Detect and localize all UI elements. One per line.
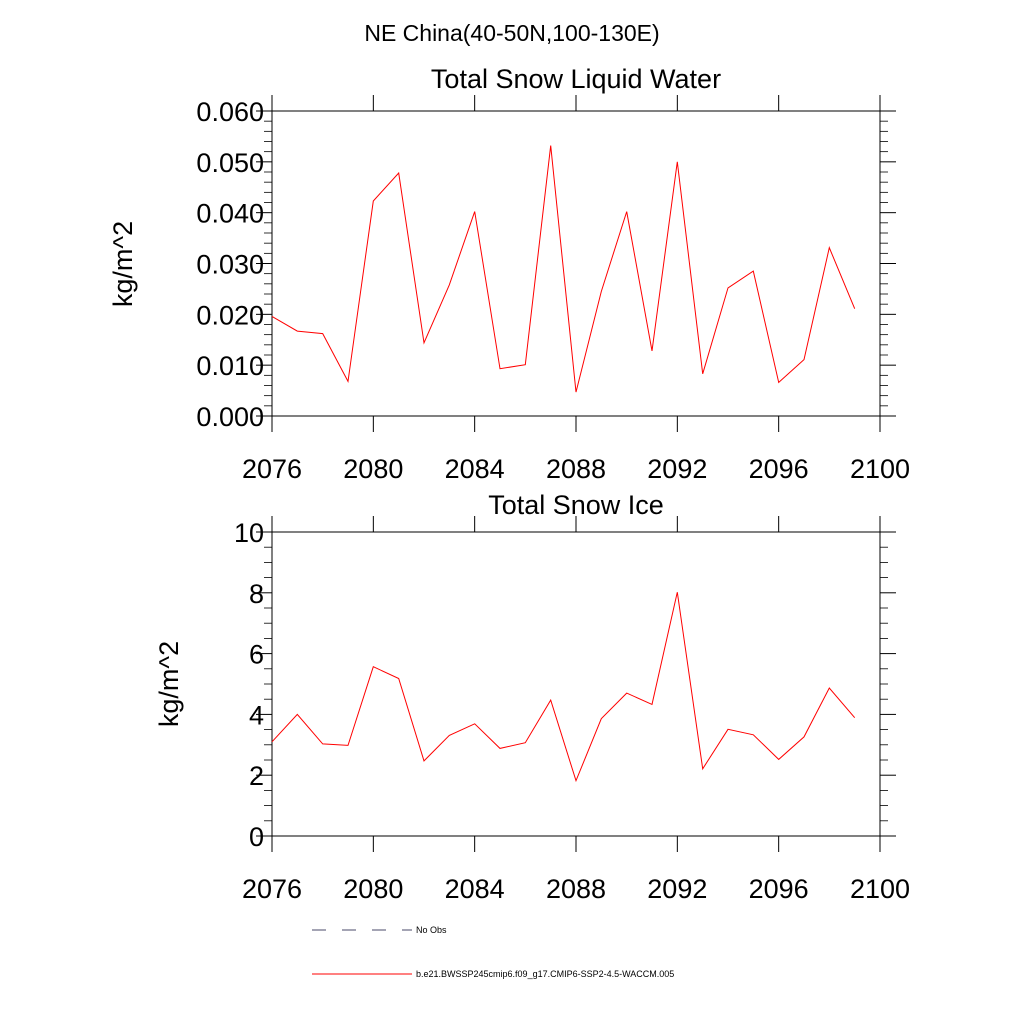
legend: No Obs b.e21.BWSSP245cmip6.f09_g17.CMIP6… [312, 925, 674, 979]
y-tick-label: 0.060 [196, 97, 264, 127]
y-tick-label: 4 [249, 700, 264, 730]
x-tick-label: 2076 [242, 874, 302, 904]
legend-label-model: b.e21.BWSSP245cmip6.f09_g17.CMIP6-SSP2-4… [416, 969, 674, 979]
panel-snow-liquid-water: Total Snow Liquid Water kg/m^2 2076 2080 2… [108, 64, 910, 484]
y-tick-label: 8 [249, 579, 264, 609]
x-tick-label: 2084 [445, 454, 505, 484]
legend-label-no-obs: No Obs [416, 925, 447, 935]
y-tick-label: 6 [249, 640, 264, 670]
y-tick-label: 0.030 [196, 250, 264, 280]
series-line [271, 592, 856, 783]
y-axis-label: kg/m^2 [108, 221, 138, 307]
series-line [271, 145, 856, 393]
y-tick-label: 0.010 [196, 351, 264, 381]
panel-title: Total Snow Ice [488, 490, 664, 520]
y-tick-label: 0.020 [196, 300, 264, 330]
figure-suptitle: NE China(40-50N,100-130E) [364, 20, 659, 46]
x-tick-label: 2100 [850, 454, 910, 484]
x-tick-label: 2080 [343, 454, 403, 484]
y-tick-label: 0.050 [196, 148, 264, 178]
y-tick-label: 2 [249, 761, 264, 791]
x-tick-label: 2076 [242, 454, 302, 484]
x-tick-label: 2084 [445, 874, 505, 904]
y-tick-label: 0.000 [196, 402, 264, 432]
x-tick-label: 2088 [546, 874, 606, 904]
y-tick-label: 0.040 [196, 199, 264, 229]
plot-frame [271, 531, 881, 837]
x-tick-label: 2092 [647, 874, 707, 904]
x-tick-label: 2100 [850, 874, 910, 904]
panel-snow-ice: Total Snow Ice kg/m^2 2076 2080 2084 2088 20… [154, 490, 910, 904]
plot-frame [271, 110, 881, 417]
x-tick-label: 2096 [749, 874, 809, 904]
panel-title: Total Snow Liquid Water [431, 64, 721, 94]
y-tick-label: 0 [249, 822, 264, 852]
x-tick-label: 2088 [546, 454, 606, 484]
x-tick-label: 2080 [343, 874, 403, 904]
x-tick-label: 2092 [647, 454, 707, 484]
x-tick-label: 2096 [749, 454, 809, 484]
y-axis-label: kg/m^2 [154, 641, 184, 727]
y-tick-label: 10 [234, 518, 264, 548]
